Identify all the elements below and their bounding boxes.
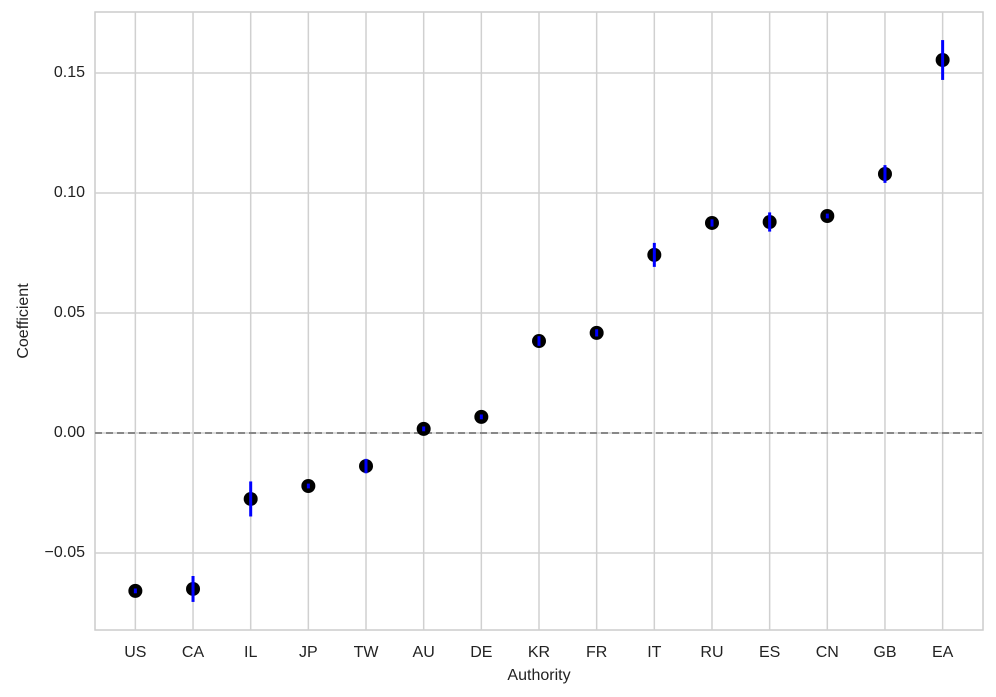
- x-tick-label: TW: [354, 644, 380, 661]
- x-tick-label: IT: [647, 644, 661, 661]
- x-tick-label: DE: [470, 644, 492, 661]
- x-tick-label: AU: [413, 644, 435, 661]
- x-tick-label: ES: [759, 644, 780, 661]
- x-tick-label: JP: [299, 644, 318, 661]
- x-tick-label: GB: [873, 644, 896, 661]
- x-tick-label: CA: [182, 644, 205, 661]
- x-tick-label: IL: [244, 644, 257, 661]
- x-tick-label: US: [124, 644, 146, 661]
- x-tick-label: RU: [700, 644, 723, 661]
- y-tick-label: 0.15: [54, 64, 85, 81]
- y-tick-label: 0.10: [54, 184, 85, 201]
- y-axis-label: Coefficient: [15, 283, 32, 359]
- y-tick-label: 0.00: [54, 424, 85, 441]
- y-tick-label: 0.05: [54, 304, 85, 321]
- x-axis-label: Authority: [507, 667, 570, 684]
- x-tick-label: KR: [528, 644, 550, 661]
- x-tick-label: EA: [932, 644, 954, 661]
- y-tick-label: −0.05: [45, 544, 86, 561]
- x-tick-label: CN: [816, 644, 839, 661]
- x-tick-label: FR: [586, 644, 607, 661]
